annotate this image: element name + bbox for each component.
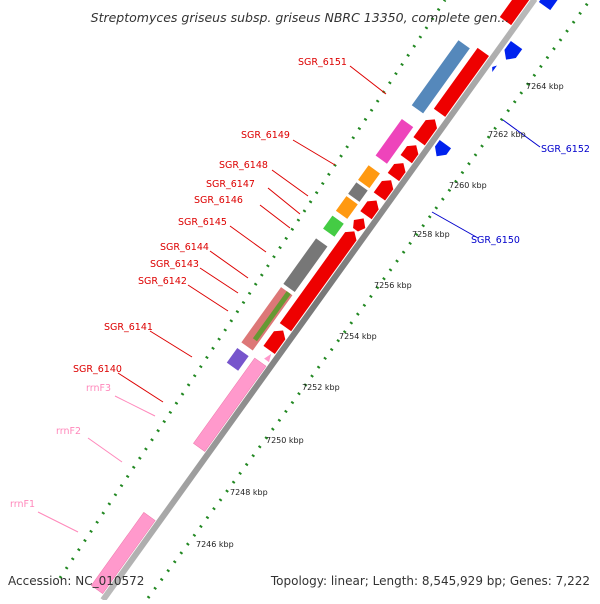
leader-rrnF2 bbox=[87, 437, 123, 463]
leader-sgr6148 bbox=[271, 169, 309, 197]
sgr6150-cds[interactable] bbox=[431, 140, 452, 160]
label-sgr6151[interactable]: SGR_6151 bbox=[298, 57, 347, 68]
label-rrnF3[interactable]: rrnF3 bbox=[86, 383, 111, 394]
accession-text: Accession: NC_010572 bbox=[8, 574, 145, 588]
inner-dotted-track bbox=[146, 0, 592, 599]
label-sgr6147[interactable]: SGR_6147 bbox=[206, 179, 255, 190]
rrnF1-feature[interactable] bbox=[90, 511, 156, 594]
rrnF3-block[interactable] bbox=[226, 348, 249, 371]
leader-sgr6152 bbox=[502, 119, 541, 148]
sgr6142-cds[interactable] bbox=[350, 214, 370, 234]
sgr6146-block[interactable] bbox=[348, 182, 368, 202]
leader-sgr6150 bbox=[431, 211, 479, 239]
sgr6140-inner[interactable] bbox=[252, 291, 291, 342]
leader-sgr6151 bbox=[349, 65, 387, 95]
label-sgr6143[interactable]: SGR_6143 bbox=[150, 259, 199, 270]
sgr6144-cds[interactable] bbox=[373, 176, 397, 201]
rrnF2-feature[interactable] bbox=[193, 357, 267, 452]
label-rrnF1[interactable]: rrnF1 bbox=[10, 499, 35, 510]
sgr6143-block[interactable] bbox=[323, 215, 344, 237]
leader-sgr6143 bbox=[199, 267, 239, 294]
genome-title: Streptomyces griseus subsp. griseus NBRC… bbox=[90, 10, 510, 25]
leader-sgr6141 bbox=[149, 330, 193, 358]
sgr6141-block[interactable] bbox=[283, 238, 328, 293]
sgr6151-cds[interactable] bbox=[433, 47, 489, 117]
leader-rrnF3 bbox=[114, 395, 156, 417]
label-sgr6141[interactable]: SGR_6141 bbox=[104, 322, 153, 333]
scale-label: 7260 kbp bbox=[449, 181, 487, 190]
sgr6152-cds[interactable] bbox=[490, 64, 497, 72]
sgr6149-block[interactable] bbox=[375, 118, 414, 164]
scale-label: 7262 kbp bbox=[488, 130, 526, 139]
label-sgr6149[interactable]: SGR_6149 bbox=[241, 130, 290, 141]
sgr6151-block[interactable] bbox=[411, 40, 470, 114]
label-sgr6145[interactable]: SGR_6145 bbox=[178, 217, 227, 228]
scale-label: 7246 kbp bbox=[196, 540, 234, 549]
leader-sgr6149 bbox=[292, 139, 336, 166]
leader-sgr6144 bbox=[209, 250, 249, 279]
leader-sgr6145 bbox=[229, 225, 267, 253]
scale-label: 7256 kbp bbox=[374, 281, 412, 290]
rrnF3-feature[interactable] bbox=[264, 352, 274, 363]
scale-label: 7248 kbp bbox=[230, 488, 268, 497]
top-cds[interactable] bbox=[499, 0, 535, 26]
label-sgr6144[interactable]: SGR_6144 bbox=[160, 242, 209, 253]
sgr6145-block[interactable] bbox=[335, 196, 358, 219]
leader-sgr6147 bbox=[267, 187, 301, 215]
scale-label: 7252 kbp bbox=[302, 383, 340, 392]
topology-text: Topology: linear; Length: 8,545,929 bp; … bbox=[270, 574, 590, 588]
label-sgr6152[interactable]: SGR_6152 bbox=[541, 144, 590, 155]
sgr6152b-cds[interactable] bbox=[500, 40, 523, 64]
sgr6141b-cds[interactable] bbox=[328, 227, 360, 264]
leader-sgr6142 bbox=[187, 284, 229, 312]
leader-rrnF1 bbox=[37, 511, 79, 533]
top-blue-cds[interactable] bbox=[538, 0, 568, 11]
sgr6146-cds[interactable] bbox=[400, 141, 422, 164]
label-sgr6140[interactable]: SGR_6140 bbox=[73, 364, 122, 375]
label-sgr6146[interactable]: SGR_6146 bbox=[194, 195, 243, 206]
sgr6145-cds[interactable] bbox=[387, 159, 409, 182]
scale-label: 7258 kbp bbox=[412, 230, 450, 239]
scale-label: 7254 kbp bbox=[339, 332, 377, 341]
sgr6140-cds[interactable] bbox=[263, 326, 288, 355]
leader-sgr6140 bbox=[117, 372, 164, 403]
sgr6141-cds[interactable] bbox=[279, 254, 341, 332]
sgr6147-block[interactable] bbox=[358, 165, 380, 189]
scale-label: 7264 kbp bbox=[526, 82, 564, 91]
sgr6143-cds[interactable] bbox=[360, 196, 382, 220]
label-sgr6142[interactable]: SGR_6142 bbox=[138, 276, 187, 287]
label-sgr6148[interactable]: SGR_6148 bbox=[219, 160, 268, 171]
sgr6148-cds[interactable] bbox=[413, 115, 440, 146]
label-sgr6150[interactable]: SGR_6150 bbox=[471, 235, 520, 246]
scale-label: 7250 kbp bbox=[266, 436, 304, 445]
label-rrnF2[interactable]: rrnF2 bbox=[56, 426, 81, 437]
leader-sgr6146 bbox=[259, 204, 291, 229]
sequence-backbone bbox=[100, 0, 538, 602]
